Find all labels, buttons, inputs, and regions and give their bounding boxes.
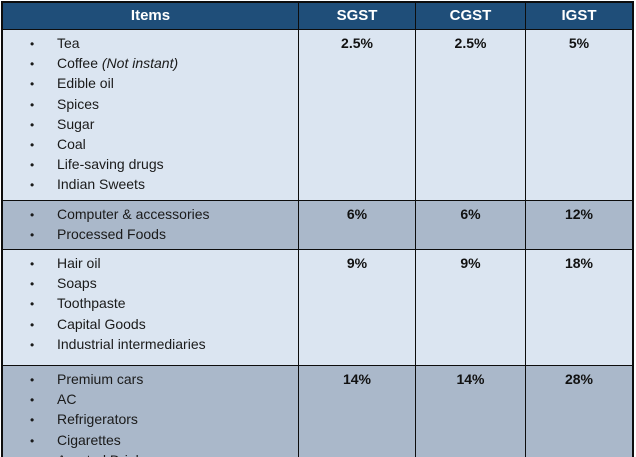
bullet-icon: • bbox=[30, 117, 35, 132]
list-item: • Coffee (Not instant) bbox=[3, 54, 292, 74]
bullet-icon: • bbox=[30, 393, 35, 408]
item-note: (Not instant) bbox=[98, 55, 179, 72]
column-header-cgst: CGST bbox=[416, 3, 526, 29]
item-label: Cigarettes bbox=[57, 431, 121, 448]
list-item: • Indian Sweets bbox=[3, 175, 292, 195]
list-item: •Aerated Drinks bbox=[3, 451, 292, 457]
bullet-icon: • bbox=[30, 452, 44, 457]
sgst-rate-value: 6% bbox=[299, 200, 416, 250]
bullet-icon: • bbox=[30, 178, 35, 193]
bullet-icon: • bbox=[30, 257, 35, 272]
table-header-row: Items SGST CGST IGST bbox=[3, 3, 632, 29]
bullet-icon: • bbox=[30, 413, 35, 428]
bullet-icon: • bbox=[30, 297, 35, 312]
item-label: Life-saving drugs bbox=[57, 156, 164, 173]
item-label: Sugar bbox=[57, 115, 95, 132]
bullet-icon: • bbox=[30, 337, 35, 352]
bullet-icon: • bbox=[30, 277, 35, 292]
list-item: • Industrial intermediaries bbox=[3, 335, 292, 355]
list-item: • Sugar bbox=[3, 115, 292, 135]
items-cell: • Tea • Coffee (Not instant) • Edible oil • Spi… bbox=[3, 30, 299, 200]
igst-rate-value: 5% bbox=[568, 35, 590, 51]
cgst-rate-value: 14% bbox=[416, 366, 526, 457]
list-item: • Edible oil bbox=[3, 74, 292, 94]
bullet-icon: • bbox=[30, 227, 35, 242]
bullet-icon: • bbox=[30, 317, 35, 332]
item-label: Spices bbox=[57, 95, 100, 112]
table-row: • Premium cars • AC • Refrigerators • Cigarette… bbox=[3, 365, 632, 457]
item-label: AC bbox=[57, 391, 77, 408]
item-label: Coffee (Not instant) bbox=[57, 55, 179, 72]
items-cell: • Premium cars • AC • Refrigerators • Cigarette… bbox=[3, 366, 299, 457]
column-header-igst: IGST bbox=[561, 7, 597, 24]
igst-rate-value: 28% bbox=[564, 371, 594, 388]
bullet-icon: • bbox=[30, 77, 35, 92]
list-item: • Computer & accessories bbox=[3, 205, 292, 225]
bullet-icon: • bbox=[30, 97, 35, 112]
item-label: Tea bbox=[57, 35, 80, 51]
item-label: Premium cars bbox=[57, 371, 144, 388]
bullet-icon: • bbox=[30, 433, 35, 448]
item-label: Refrigerators bbox=[57, 411, 138, 428]
list-item: • Coal bbox=[3, 135, 292, 155]
list-item: • Tea bbox=[3, 34, 292, 54]
bullet-icon: • bbox=[30, 373, 35, 388]
igst-rate-value: 12% bbox=[564, 205, 594, 222]
items-cell: • Hair oil • Soaps • Toothpaste • Capital Goods… bbox=[3, 250, 299, 366]
bullet-icon: • bbox=[30, 138, 35, 153]
sgst-rate-value: 9% bbox=[299, 250, 416, 366]
list-item: • Processed Foods bbox=[3, 225, 292, 245]
list-item: • Premium cars bbox=[3, 370, 292, 390]
sgst-rate-value: 14% bbox=[299, 366, 416, 457]
item-label: Soaps bbox=[57, 275, 97, 292]
list-item: • Life-saving drugs bbox=[3, 155, 292, 175]
list-item: • Hair oil bbox=[3, 254, 292, 274]
table-row: • Tea • Coffee (Not instant) • Edible oil • Spi… bbox=[3, 29, 632, 200]
list-item: • Cigarettes bbox=[3, 431, 292, 451]
list-item: • Capital Goods bbox=[3, 315, 292, 335]
item-label: Indian Sweets bbox=[57, 176, 145, 193]
item-label: Toothpaste bbox=[57, 295, 126, 312]
sgst-rate-value: 2.5% bbox=[299, 30, 416, 200]
bullet-icon: • bbox=[30, 57, 35, 72]
item-label: Processed Foods bbox=[57, 225, 166, 242]
table-body: • Tea • Coffee (Not instant) • Edible oil • Spi… bbox=[3, 29, 632, 457]
table-row: • Computer & accessories • Processed Foods 6… bbox=[3, 199, 632, 250]
item-label: Capital Goods bbox=[57, 315, 146, 332]
bullet-icon: • bbox=[30, 37, 35, 51]
item-label: Computer & accessories bbox=[57, 205, 210, 222]
bullet-icon: • bbox=[30, 207, 35, 222]
cgst-rate-value: 9% bbox=[416, 250, 526, 366]
table-row: • Hair oil • Soaps • Toothpaste • Capital Goods… bbox=[3, 249, 632, 366]
column-header-items: Items bbox=[3, 3, 299, 29]
item-label: Edible oil bbox=[57, 75, 114, 92]
item-label: Hair oil bbox=[57, 255, 101, 272]
list-item: • Refrigerators bbox=[3, 410, 292, 430]
item-label: Industrial intermediaries bbox=[57, 335, 206, 352]
list-item: • Toothpaste bbox=[3, 294, 292, 314]
item-label: Aerated Drinks bbox=[44, 451, 150, 457]
list-item: • AC bbox=[3, 390, 292, 410]
list-item: • Soaps bbox=[3, 274, 292, 294]
items-cell: • Computer & accessories • Processed Foods bbox=[3, 200, 299, 250]
column-header-sgst: SGST bbox=[299, 3, 416, 29]
list-item: • Spices bbox=[3, 95, 292, 115]
cgst-rate-value: 6% bbox=[416, 200, 526, 250]
item-label: Coal bbox=[57, 136, 86, 153]
igst-rate-value: 18% bbox=[564, 255, 594, 272]
bullet-icon: • bbox=[30, 158, 35, 173]
cgst-rate-value: 2.5% bbox=[416, 30, 526, 200]
